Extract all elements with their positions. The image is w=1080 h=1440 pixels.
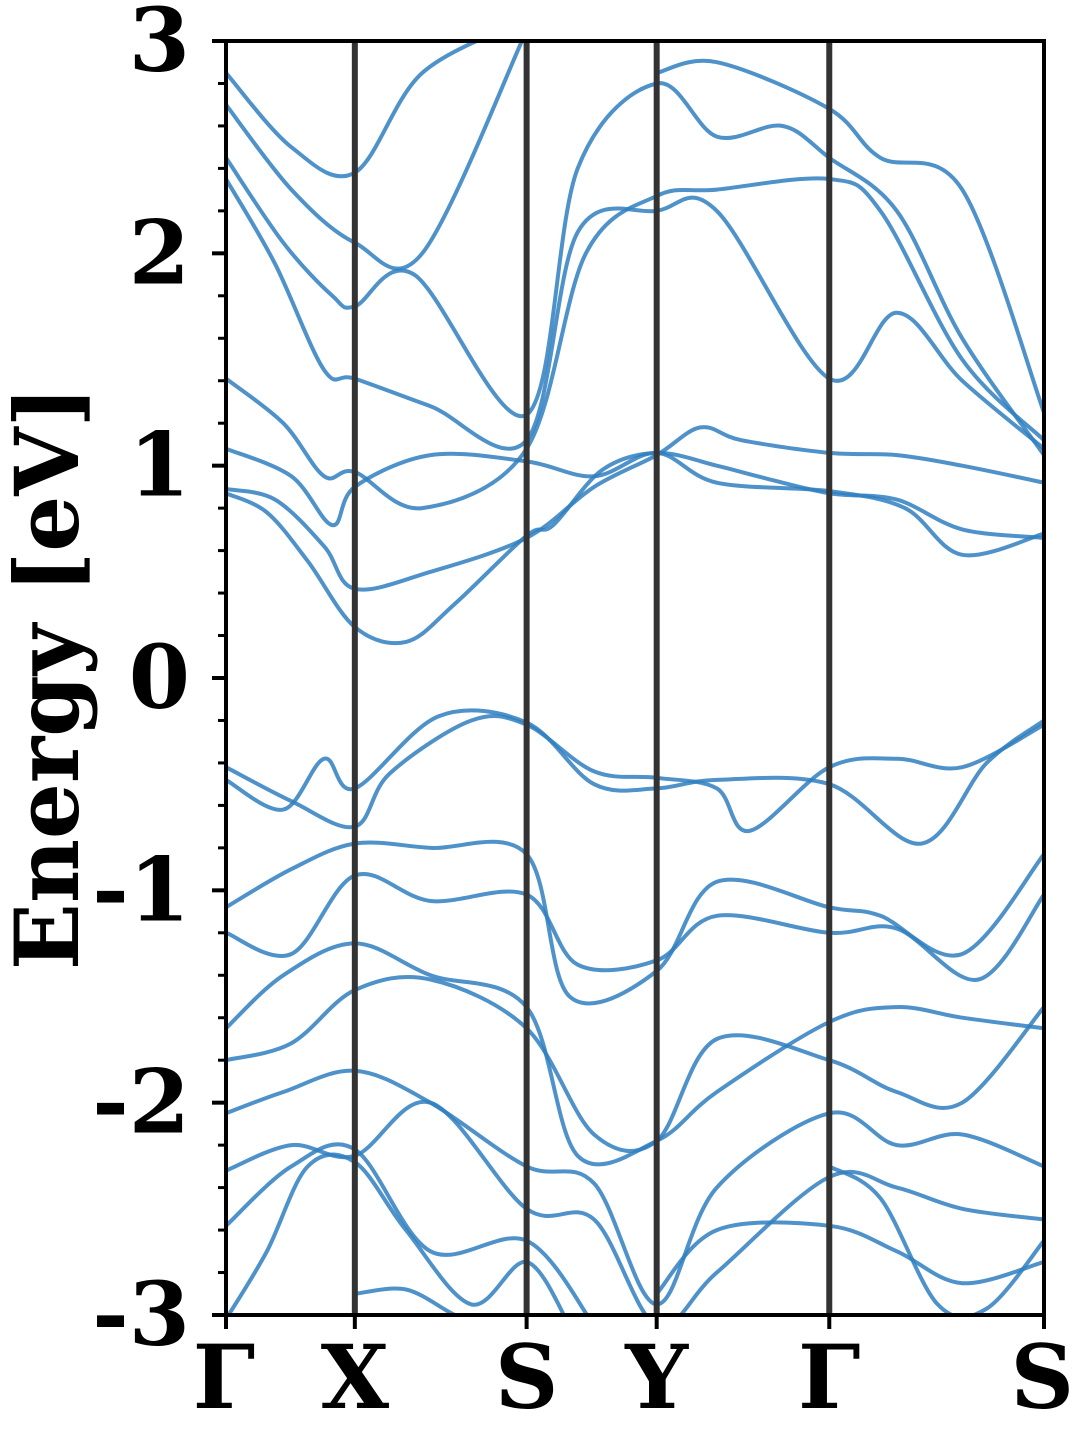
y-tick-label: 1 — [129, 413, 190, 517]
y-tick-label: -2 — [92, 1050, 190, 1154]
x-tick-label-4: Γ — [798, 1325, 860, 1429]
x-tick-label-0: Γ — [193, 1325, 255, 1429]
band-line-6 — [226, 81, 1044, 458]
band-line-1 — [226, 450, 1044, 646]
x-tick-label-5: S — [1010, 1325, 1074, 1429]
band-line-10 — [226, 713, 1044, 833]
y-tick-label: -3 — [92, 1262, 190, 1366]
y-tick-label: -1 — [92, 837, 190, 941]
band-line-2 — [226, 425, 1044, 592]
band-line-9 — [654, 58, 1044, 415]
band-line-12 — [226, 839, 1044, 1006]
plot-frame — [224, 39, 1046, 1317]
band-line-13 — [226, 871, 1044, 982]
x-tick-label-1: X — [321, 1325, 390, 1429]
band-line-8 — [226, 41, 482, 179]
y-tick-label: 2 — [129, 200, 190, 304]
band-line-20 — [226, 1152, 567, 1315]
y-tick-label: 3 — [129, 0, 190, 92]
y-axis-ticks: -3 -2 -1 0 1 2 3 — [92, 0, 226, 1366]
band-line-4 — [226, 176, 1044, 511]
band-line-11 — [226, 708, 1044, 846]
band-line-17 — [226, 1099, 1044, 1315]
band-line-5 — [226, 177, 1044, 451]
band-line-19 — [654, 1220, 1044, 1296]
x-tick-label-3: Y — [624, 1325, 689, 1429]
high-symmetry-lines-group — [351, 41, 833, 1315]
band-line-21 — [352, 1286, 461, 1315]
band-line-16 — [226, 1068, 1044, 1307]
y-tick-label: 0 — [129, 625, 190, 729]
band-line-7 — [226, 41, 525, 271]
band-line-15 — [226, 975, 1044, 1153]
band-line-18 — [226, 1142, 590, 1315]
band-line-3 — [226, 446, 1044, 558]
band-lines-group — [226, 41, 1044, 1315]
band-line-14 — [226, 941, 1044, 1167]
band-line-22 — [827, 1164, 1044, 1315]
x-tick-label-2: S — [495, 1325, 559, 1429]
y-axis-label: Energy [eV] — [0, 386, 99, 970]
